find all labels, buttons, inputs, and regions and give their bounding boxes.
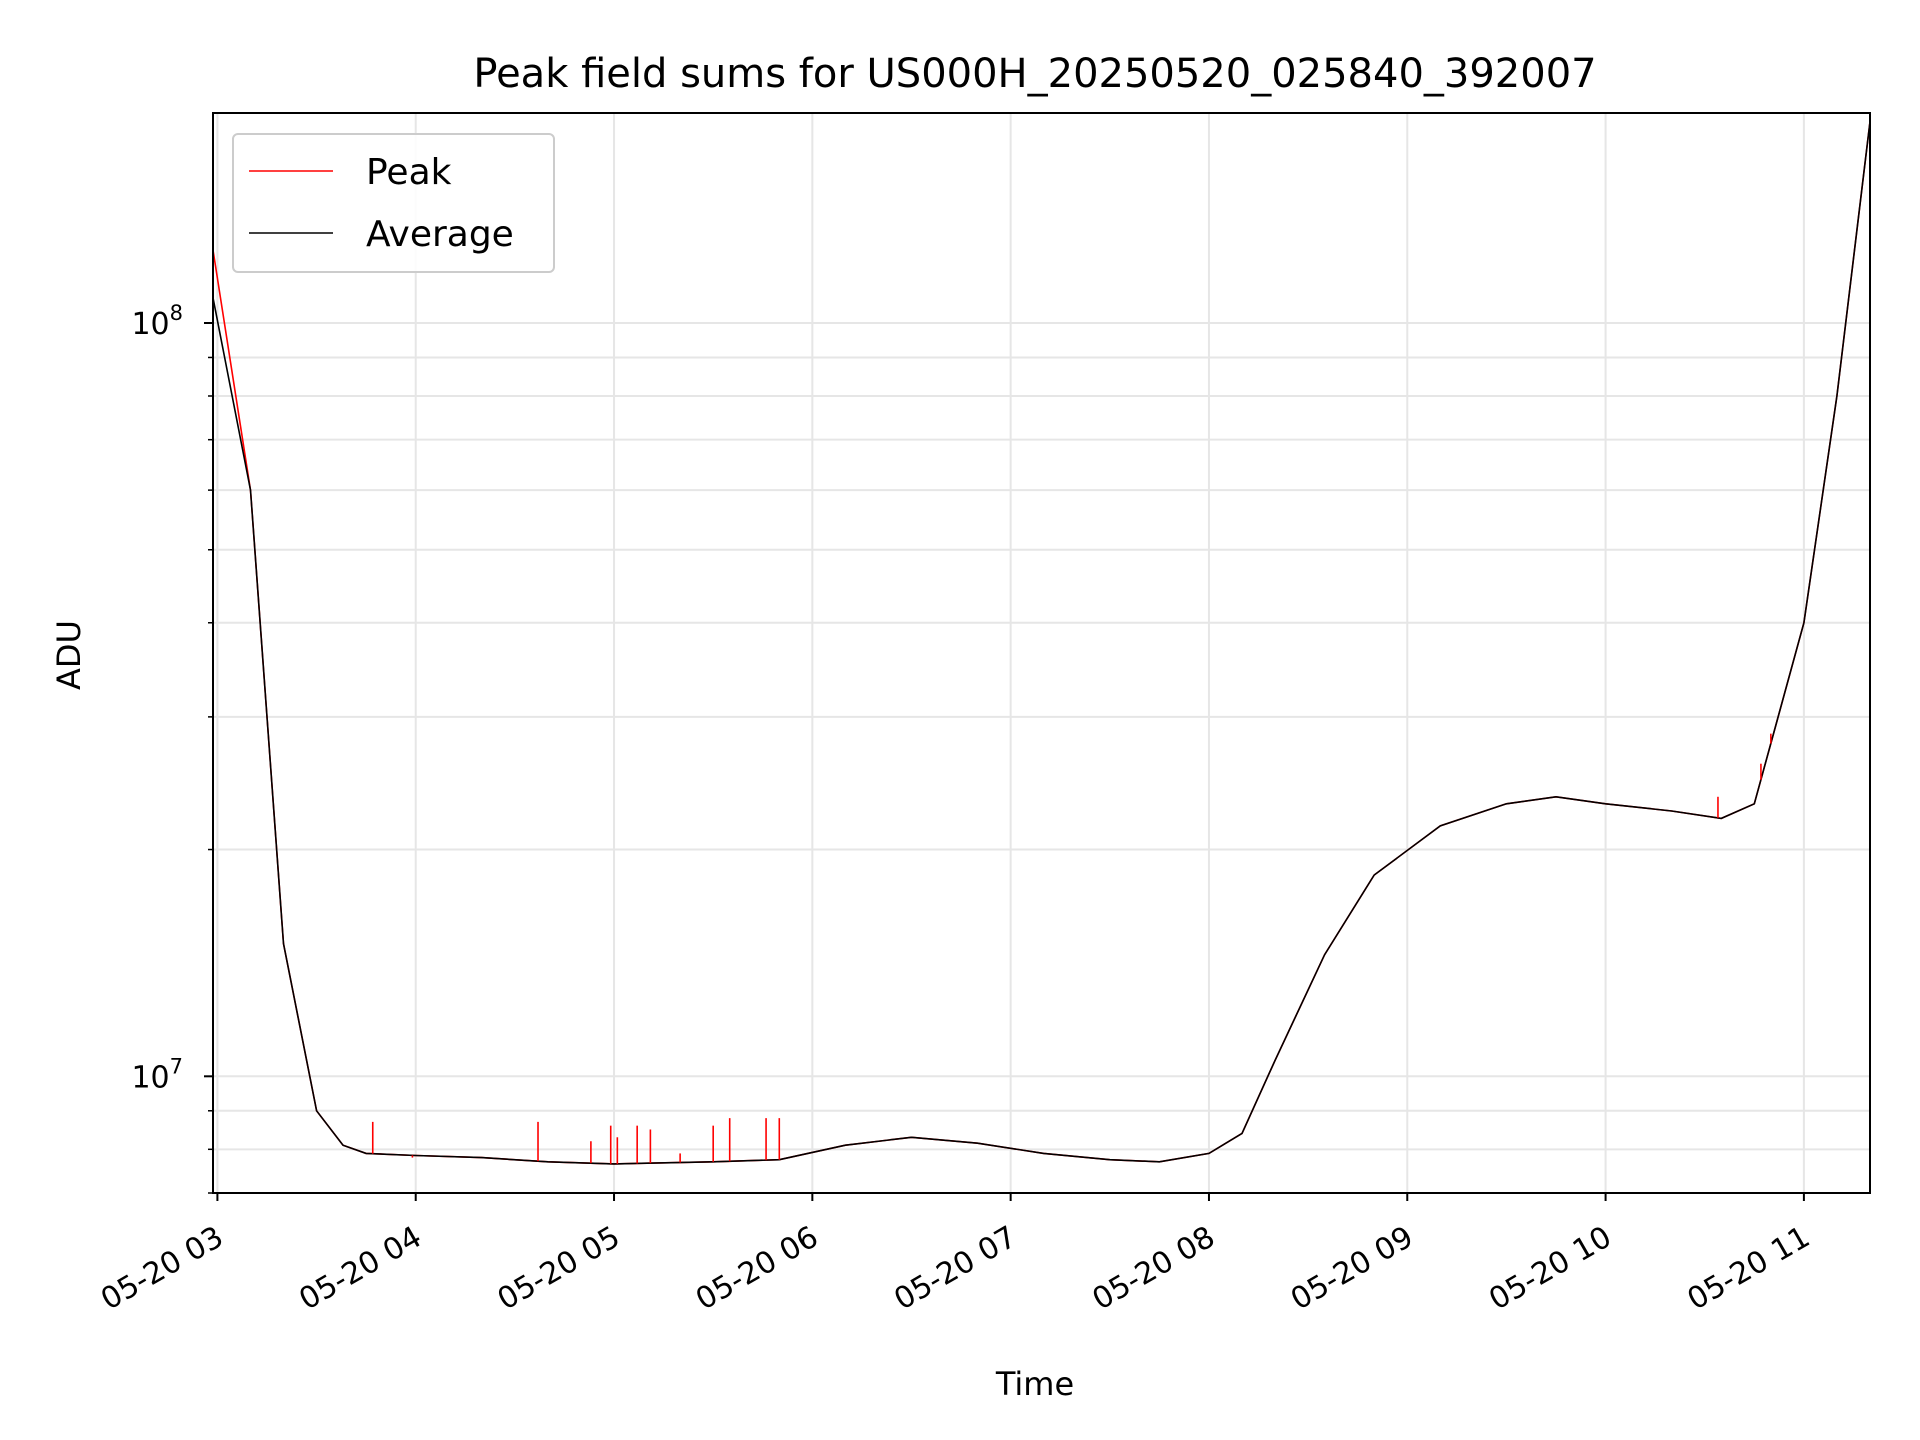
legend-box [232,133,555,273]
y-tick-label: 107 [131,1054,183,1095]
y-tick-exponent: 8 [170,301,183,325]
legend-label-peak: Peak [366,152,452,193]
y-tick-base: 10 [131,307,169,342]
data-series [213,121,1870,1165]
y-tick-base: 10 [131,1060,169,1095]
y-tick-exponent: 7 [170,1054,183,1078]
gridlines [213,113,1870,1194]
chart-title: Peak field sums for US000H_20250520_0258… [473,51,1596,97]
legend-label-average: Average [366,214,514,255]
x-axis-title: Time [995,1365,1074,1403]
y-tick-label: 108 [131,301,183,342]
plot-area-frame [212,112,1871,1194]
series-line-average [213,121,1870,1165]
legend[interactable]: Peak Average [232,133,555,273]
y-axis-title: ADU [50,620,88,690]
